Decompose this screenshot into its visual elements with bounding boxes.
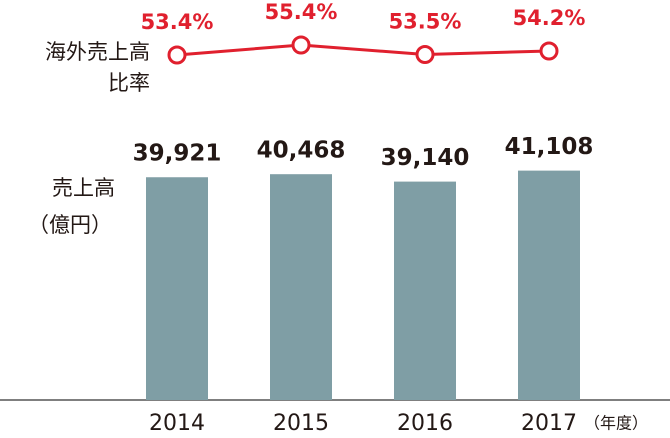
value-label: 53.5% <box>389 10 462 34</box>
value-label: 39,921 <box>133 141 222 167</box>
bar <box>518 170 580 400</box>
line <box>176 43 550 57</box>
x-tick-label: 2014 <box>149 411 205 436</box>
point <box>167 45 187 65</box>
y-label: 売上高 <box>52 176 115 200</box>
y-label: （億円） <box>28 213 112 237</box>
point <box>291 35 311 55</box>
x-tick-label: 2017 <box>521 411 577 436</box>
value-label: 41,108 <box>505 134 594 160</box>
value-label: 53.4% <box>141 10 214 34</box>
point <box>539 41 559 61</box>
y-label: 比率 <box>108 71 150 95</box>
y-label: 海外売上高 <box>45 40 150 64</box>
bar <box>394 181 456 400</box>
bar <box>270 174 332 400</box>
x-unit: （年度） <box>584 414 648 433</box>
x-tick-label: 2015 <box>273 411 329 436</box>
point <box>415 45 435 64</box>
value-label: 55.4% <box>265 0 338 24</box>
x-tick-label: 2016 <box>397 411 453 436</box>
bar <box>146 177 208 400</box>
value-label: 54.2% <box>513 6 586 30</box>
value-label: 40,468 <box>257 138 346 164</box>
value-label: 39,140 <box>381 145 470 171</box>
